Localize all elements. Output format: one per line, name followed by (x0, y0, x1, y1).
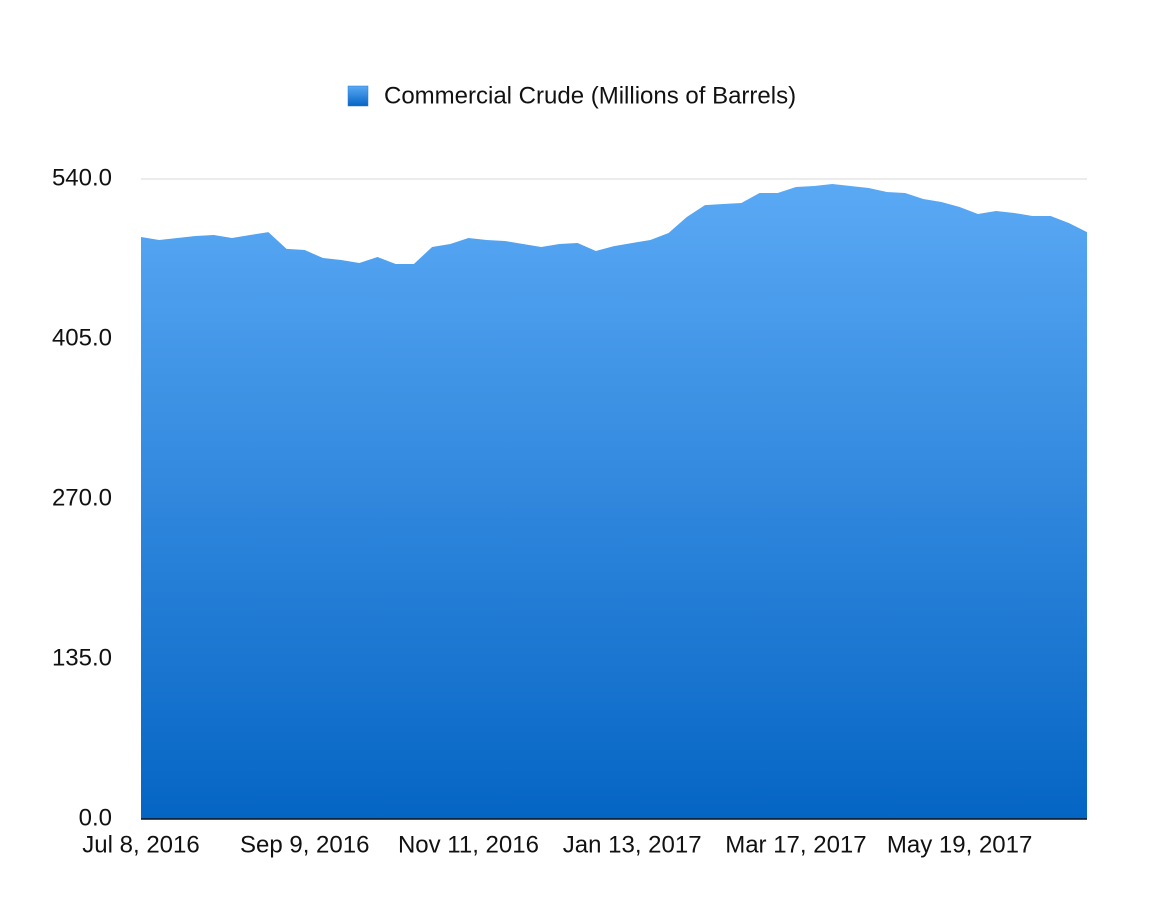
y-tick-label: 405.0 (52, 324, 112, 351)
y-tick-label: 0.0 (79, 804, 112, 831)
x-tick-label: Jan 13, 2017 (563, 831, 702, 858)
x-tick-label: Mar 17, 2017 (725, 831, 866, 858)
x-tick-label: May 19, 2017 (887, 831, 1032, 858)
y-tick-label: 540.0 (52, 164, 112, 191)
y-tick-label: 135.0 (52, 644, 112, 671)
legend-swatch (347, 85, 369, 107)
area (141, 183, 1087, 819)
legend-label: Commercial Crude (Millions of Barrels) (384, 82, 796, 109)
x-tick-label: Nov 11, 2016 (398, 831, 539, 858)
y-tick-label: 270.0 (52, 484, 112, 511)
x-tick-label: Sep 9, 2016 (240, 831, 369, 858)
x-tick-label: Jul 8, 2016 (82, 831, 199, 858)
